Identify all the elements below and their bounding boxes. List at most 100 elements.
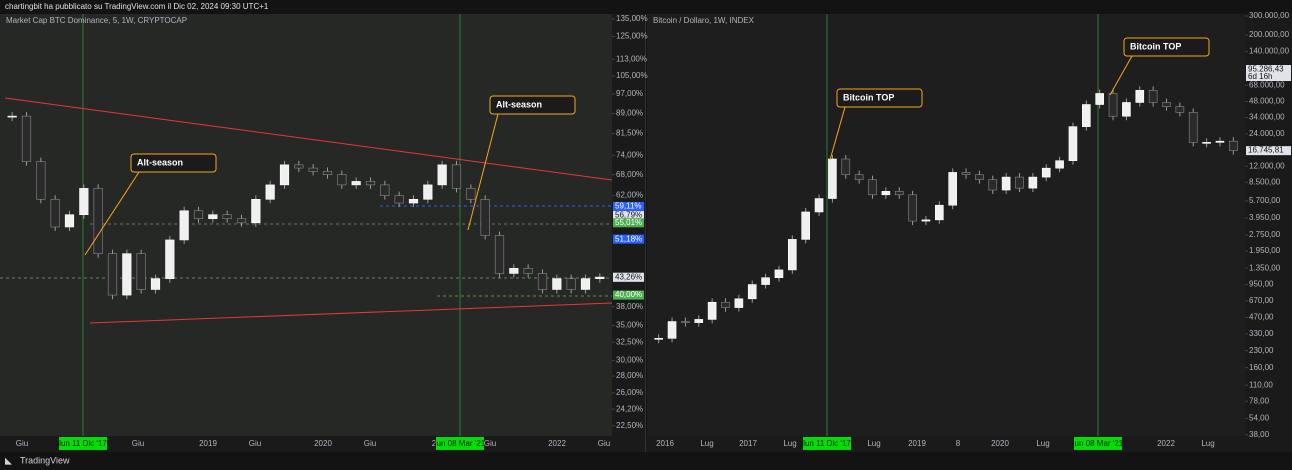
y-tick-label: 48.000,00 (1249, 97, 1285, 106)
candle (394, 195, 404, 204)
price-badge (613, 218, 644, 228)
y-tick-label: 34.000,00 (1249, 113, 1285, 122)
candle (93, 188, 103, 255)
candle (150, 278, 161, 290)
candle (480, 199, 490, 236)
candle (814, 198, 824, 213)
candle (961, 172, 971, 175)
callout-text: Bitcoin TOP (1130, 41, 1181, 51)
candle (1122, 102, 1131, 117)
candle (165, 239, 175, 279)
candle (279, 164, 290, 186)
callout-text: Bitcoin TOP (843, 92, 894, 102)
candle (667, 321, 677, 339)
callout-text: Alt-season (496, 99, 542, 109)
candle (552, 278, 562, 290)
candle (881, 191, 891, 196)
candle (1148, 90, 1158, 103)
candle (580, 278, 591, 290)
candle (788, 239, 797, 271)
candle (935, 204, 944, 221)
y-tick-label: 74,00% (616, 151, 643, 160)
time-label: 2 (432, 439, 437, 448)
candle (1215, 140, 1225, 143)
time-label: Lug (1036, 439, 1049, 448)
time-badge (1074, 437, 1122, 450)
candle (1041, 167, 1051, 178)
time-label: Lug (1201, 439, 1214, 448)
candle (466, 188, 476, 200)
time-badge-label: lun 08 Mar '21 (435, 439, 486, 448)
candle (948, 172, 957, 206)
candle (523, 268, 533, 274)
price-badge-label: 40,00% (615, 290, 642, 299)
candle (294, 164, 304, 169)
left-chart-bg (0, 14, 612, 436)
y-tick-label: 105,00% (616, 71, 648, 80)
callout-box (836, 88, 923, 108)
candle (1082, 104, 1091, 127)
time-label: 2020 (314, 439, 332, 448)
y-tick-label: 81,50% (616, 129, 643, 138)
y-tick-label: 950,00 (1249, 280, 1274, 289)
candle (828, 158, 837, 199)
y-tick-label: 22,50% (616, 421, 643, 430)
y-tick-label: 125,00% (616, 32, 648, 41)
callout-line (829, 106, 846, 161)
time-badge (803, 437, 851, 450)
y-tick-label: 110,00 (1249, 380, 1273, 389)
header-text: chartingbit ha pubblicato su TradingView… (5, 2, 269, 11)
candle (1188, 112, 1198, 143)
y-tick-label: 38,00% (616, 302, 643, 311)
y-tick-label: 28,00% (616, 371, 643, 380)
y-tick-label: 470,00 (1249, 312, 1274, 321)
price-badge-label: 51,18% (615, 234, 642, 243)
candle (1202, 142, 1211, 144)
time-badge (436, 437, 484, 450)
y-tick-label: 1.350,00 (1249, 263, 1281, 272)
y-tick-label: 97,00% (616, 89, 643, 98)
y-tick-label: 68.000,00 (1249, 80, 1285, 89)
candle (437, 164, 447, 186)
candle (595, 276, 605, 279)
y-tick-label: 30,00% (616, 355, 643, 364)
candle (36, 161, 46, 200)
time-label: Lug (700, 439, 713, 448)
price-badge (613, 201, 644, 211)
candle (136, 253, 146, 290)
candle (64, 214, 75, 228)
right-price-axis (1245, 14, 1292, 452)
candle (894, 191, 904, 196)
time-label: 2017 (739, 439, 757, 448)
candle (1028, 176, 1038, 189)
time-label: Giu (249, 439, 261, 448)
candle (193, 210, 204, 220)
y-tick-label: 200.000,00 (1249, 30, 1290, 39)
y-tick-label: 68,00% (616, 170, 643, 179)
y-tick-label: 8.500,00 (1249, 177, 1281, 186)
time-label: 2019 (908, 439, 926, 448)
candle (1001, 176, 1011, 191)
footer-logo: ◣ (5, 455, 12, 465)
time-badge (59, 437, 107, 450)
y-tick-label: 26,00% (616, 388, 643, 397)
y-tick-label: 78,00 (1249, 396, 1270, 405)
price-badge-label: 56,79% (615, 211, 642, 220)
candle (79, 188, 89, 215)
countdown: 6d 16h (1248, 72, 1272, 81)
candle (841, 158, 851, 175)
time-badge-label: lun 08 Mar '21 (1073, 439, 1124, 448)
candle (50, 199, 60, 228)
candle (854, 174, 864, 180)
candle (1015, 176, 1024, 189)
candle (1068, 126, 1078, 161)
callout-line (1109, 55, 1133, 96)
panel-title: Bitcoin / Dollaro, 1W, INDEX (653, 16, 755, 25)
time-label: Giu (16, 439, 28, 448)
price-badge-label: 16.745,81 (1248, 146, 1284, 155)
time-badge-label: lun 11 Dic '17 (803, 439, 851, 448)
candle (1055, 160, 1064, 169)
candle (566, 278, 576, 290)
time-label: 8 (956, 439, 961, 448)
